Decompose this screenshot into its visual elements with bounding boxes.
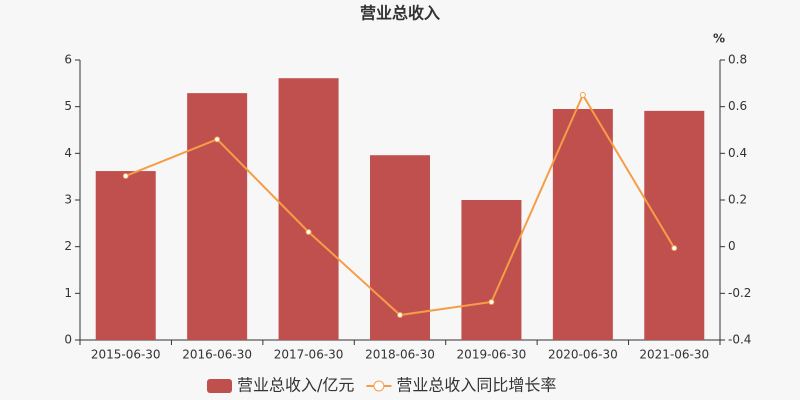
x-tick-label: 2020-06-30 — [548, 348, 618, 362]
y-tick-label: 1 — [64, 286, 72, 300]
y-tick-label: 0 — [64, 333, 72, 347]
x-tick-label: 2016-06-30 — [182, 348, 252, 362]
point — [122, 172, 129, 179]
x-tick-label: 2015-06-30 — [91, 348, 161, 362]
legend-swatch — [373, 380, 385, 392]
bar — [95, 171, 156, 340]
point — [214, 136, 221, 143]
chart-title: 营业总收入 — [360, 4, 440, 23]
y-tick-label: 5 — [64, 99, 72, 113]
y2-tick-label: 0.6 — [728, 99, 747, 113]
point — [488, 298, 495, 305]
y2-tick-label: -0.2 — [728, 286, 751, 300]
bar — [552, 109, 613, 340]
x-tick-label: 2017-06-30 — [274, 348, 344, 362]
y2-tick-label: 0 — [728, 239, 736, 253]
legend-label: 营业总收入同比增长率 — [396, 376, 556, 395]
y2-tick-label: 0.4 — [728, 146, 747, 160]
x-tick-label: 2018-06-30 — [365, 348, 435, 362]
y2-tick-label: 0.2 — [728, 193, 747, 207]
x-tick-label: 2021-06-30 — [639, 348, 709, 362]
legend-label: 营业总收入/亿元 — [237, 376, 354, 395]
y-tick-label: 3 — [64, 193, 72, 207]
bar — [644, 110, 705, 340]
bar — [187, 93, 248, 340]
y-tick-label: 2 — [64, 239, 72, 253]
legend-swatch — [207, 379, 232, 393]
point — [397, 312, 403, 319]
bar — [278, 78, 339, 340]
y2-tick-label: -0.4 — [728, 333, 751, 347]
point — [305, 228, 312, 235]
x-tick-label: 2019-06-30 — [457, 348, 527, 362]
point — [671, 245, 678, 252]
y-tick-label: 4 — [64, 146, 72, 160]
y2-tick-label: 0.8 — [728, 53, 747, 67]
y-tick-label: 6 — [64, 53, 72, 67]
bar — [461, 200, 522, 340]
bar — [370, 155, 430, 340]
point — [579, 92, 586, 98]
y2-axis-label: % — [713, 32, 725, 46]
